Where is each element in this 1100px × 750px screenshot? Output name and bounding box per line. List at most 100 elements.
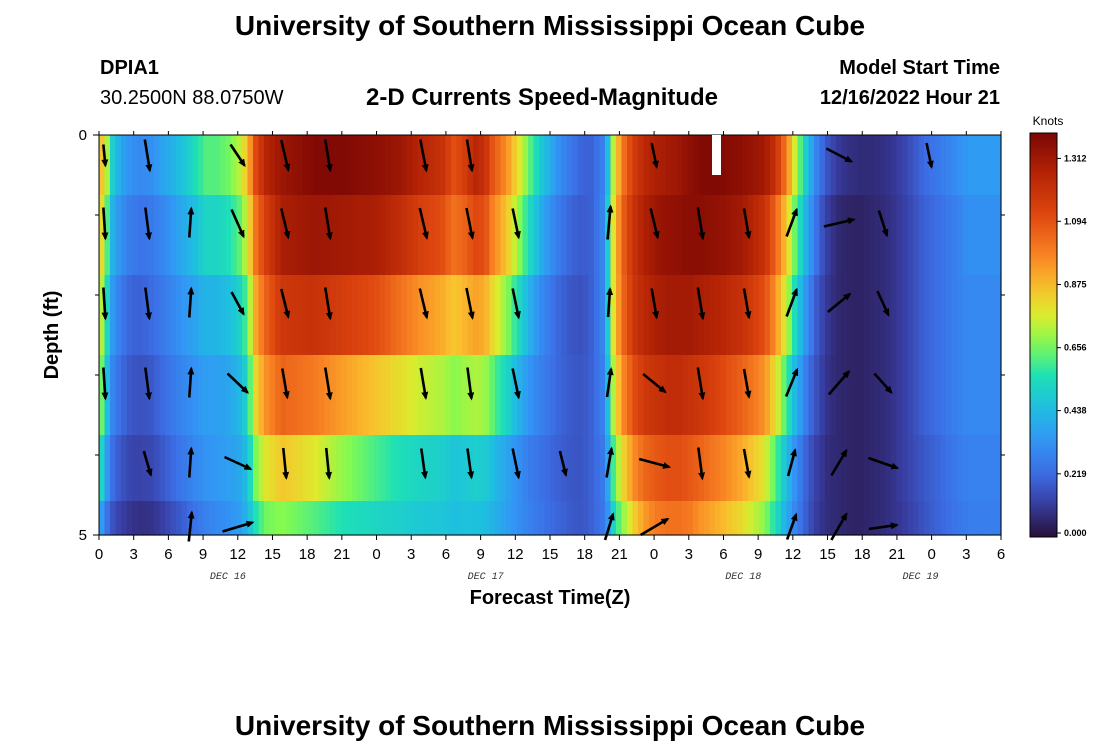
heat-cell <box>693 135 700 196</box>
heat-cell <box>401 435 408 502</box>
current-vector-arrow <box>143 139 153 173</box>
heat-cell <box>880 135 887 196</box>
heat-cell <box>737 195 744 276</box>
heat-cell <box>346 501 353 536</box>
heat-cell <box>847 275 854 356</box>
current-vector-arrow <box>144 207 153 241</box>
heat-cell <box>220 275 227 356</box>
heat-cell <box>660 435 667 502</box>
current-vector-arrow <box>101 207 109 241</box>
heat-cell <box>594 435 601 502</box>
heat-cell <box>698 501 705 536</box>
heat-cell <box>517 135 524 196</box>
current-vector-arrow <box>187 366 195 398</box>
heat-cell <box>671 435 678 502</box>
heat-cell <box>198 501 205 536</box>
heat-cell <box>973 135 980 196</box>
heat-cell <box>264 501 271 536</box>
heat-cell <box>891 195 898 276</box>
heat-cell <box>885 195 892 276</box>
heat-cell <box>951 435 958 502</box>
heat-cell <box>506 501 513 536</box>
heat-cell <box>918 135 925 196</box>
heat-cell <box>225 195 232 276</box>
heat-cell <box>302 355 309 436</box>
heat-cell <box>737 501 744 536</box>
heat-cell <box>401 355 408 436</box>
heat-cell <box>385 195 392 276</box>
colorbar-tick-label: 0.875 <box>1064 280 1087 290</box>
heat-cell <box>236 501 243 536</box>
heat-cell <box>935 355 942 436</box>
heat-cell <box>154 355 161 436</box>
heat-cell <box>621 435 628 502</box>
heat-cell <box>291 135 298 196</box>
missing-data-gap <box>712 135 721 175</box>
heat-cell <box>588 435 595 502</box>
heat-cell <box>297 501 304 536</box>
x-tick-label: 15 <box>264 546 281 563</box>
heat-cell <box>214 355 221 436</box>
heat-cell <box>720 135 727 196</box>
heat-cell <box>693 195 700 276</box>
heat-cell <box>357 135 364 196</box>
heat-cell <box>522 435 529 502</box>
heat-cell <box>957 135 964 196</box>
heat-cell <box>665 195 672 276</box>
current-vector-arrow <box>827 292 852 314</box>
heat-cell <box>605 135 612 196</box>
heat-cell <box>253 195 260 276</box>
heat-cell <box>731 435 738 502</box>
heat-cell <box>209 135 216 196</box>
heat-cell <box>830 435 837 502</box>
heat-cell <box>682 501 689 536</box>
heat-cell <box>913 435 920 502</box>
heat-cell <box>132 135 139 196</box>
heat-cell <box>484 435 491 502</box>
heat-cell <box>918 275 925 356</box>
heat-cell <box>671 195 678 276</box>
heat-cell <box>737 275 744 356</box>
heat-cell <box>478 195 485 276</box>
heat-cell <box>192 135 199 196</box>
heat-cell <box>819 435 826 502</box>
heat-cell <box>214 195 221 276</box>
heat-cell <box>330 135 337 196</box>
heat-cell <box>220 135 227 196</box>
heat-cell <box>781 135 788 196</box>
heat-cell <box>440 195 447 276</box>
heat-cell <box>896 195 903 276</box>
heat-cell <box>880 195 887 276</box>
heat-cell <box>506 135 513 196</box>
heat-cell <box>847 135 854 196</box>
heat-cell <box>335 135 342 196</box>
heat-cell <box>775 135 782 196</box>
heat-cell <box>341 435 348 502</box>
heat-cell <box>539 195 546 276</box>
heat-cell <box>885 501 892 536</box>
heat-cell <box>412 435 419 502</box>
heat-cell <box>198 435 205 502</box>
heat-cell <box>907 275 914 356</box>
heat-cell <box>885 435 892 502</box>
heat-cell <box>808 135 815 196</box>
heat-cell <box>995 355 1002 436</box>
heat-cell <box>110 355 117 436</box>
heat-cell <box>781 435 788 502</box>
heat-cell <box>671 275 678 356</box>
heat-cell <box>495 435 502 502</box>
heat-cell <box>429 435 436 502</box>
x-tick-label: 6 <box>442 546 450 563</box>
heat-cell <box>885 355 892 436</box>
heat-cell <box>753 135 760 196</box>
heat-cell <box>269 435 276 502</box>
heat-cell <box>412 195 419 276</box>
heat-cell <box>176 435 183 502</box>
heat-cell <box>781 195 788 276</box>
x-tick-label: 0 <box>372 546 380 563</box>
heat-cell <box>264 195 271 276</box>
heat-cell <box>159 435 166 502</box>
heat-cell <box>269 275 276 356</box>
heat-cell <box>627 501 634 536</box>
heat-cell <box>924 435 931 502</box>
